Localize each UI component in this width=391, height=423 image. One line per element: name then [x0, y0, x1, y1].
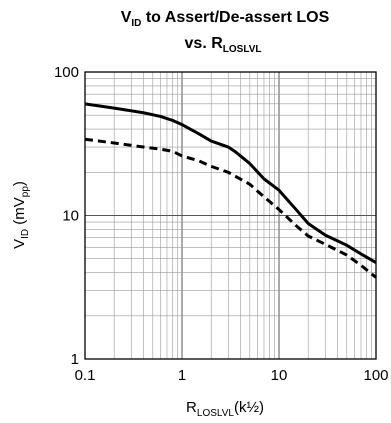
chart-title-line-1: VID to Assert/De-assert LOS: [121, 9, 330, 29]
x-axis-label: RLOSLVL(k½): [186, 399, 264, 419]
x-tick-label: 10: [271, 367, 288, 384]
y-axis-label: VID (mVpp): [11, 181, 31, 249]
series-line-1-solid: [84, 102, 377, 264]
grid-layer: [84, 71, 377, 360]
y-label-v: V: [11, 239, 28, 249]
title-r-subscript: LOSLVL: [223, 44, 262, 55]
chart-title-line-2: vs. RLOSLVL: [185, 35, 262, 55]
x-label-r: R: [186, 399, 197, 416]
x-tick-label: 100: [363, 367, 388, 384]
y-tick-label: 100: [54, 64, 79, 81]
y-label-subscript: ID: [20, 229, 31, 239]
title-rest: to Assert/De-assert LOS: [141, 9, 329, 26]
y-tick-label: 10: [62, 208, 79, 225]
y-label-mid: (mV: [11, 197, 28, 229]
series-layer: [84, 102, 377, 279]
title-v-subscript: ID: [131, 18, 141, 29]
y-label-close: ): [11, 181, 28, 186]
x-label-subscript: LOSLVL: [197, 408, 234, 419]
x-label-unit: (k½): [234, 399, 264, 416]
series-line-2-dashed: [84, 137, 377, 279]
title-vs-r: vs. R: [185, 35, 224, 52]
y-tick-label: 1: [71, 351, 79, 368]
x-tick-label: 1: [178, 367, 186, 384]
title-v: V: [121, 9, 132, 26]
plot-frame: [84, 71, 377, 360]
y-label-subscript-2: pp: [20, 186, 31, 198]
x-tick-label: 0.1: [75, 367, 96, 384]
